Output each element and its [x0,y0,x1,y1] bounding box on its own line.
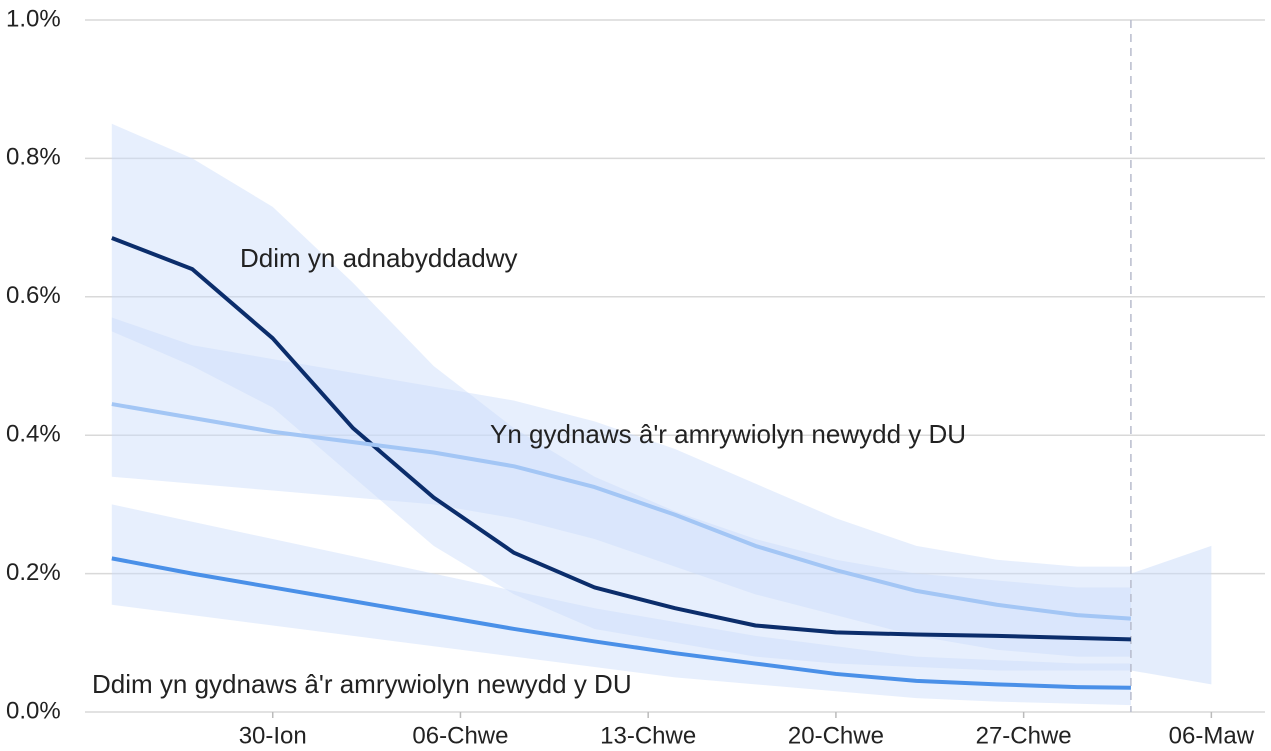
series-line [111,236,1131,642]
confidence-band [111,317,1131,657]
series-line [111,556,1131,690]
confidence-band [111,123,1131,671]
x-tick-label: 13-Chwe [600,722,696,749]
y-tick-label: 0.2% [6,559,61,586]
series-label: Yn gydnaws â'r amrywiolyn newydd y DU [490,419,966,449]
confidence-band [111,504,1131,706]
y-tick-label: 0.4% [6,421,61,448]
series-label: Ddim yn gydnaws â'r amrywiolyn newydd y … [92,669,632,699]
x-tick-label: 06-Chwe [412,722,508,749]
y-tick-label: 1.0% [6,5,61,32]
y-tick-label: 0.0% [6,697,61,724]
x-tick-label: 06-Maw [1169,722,1255,749]
series-line [111,402,1132,621]
projection-band [1130,545,1212,685]
y-tick-label: 0.8% [6,144,61,171]
series-label: Ddim yn adnabyddadwy [240,243,518,273]
x-tick-label: 30-Ion [239,722,307,749]
x-tick-label: 20-Chwe [788,722,884,749]
y-tick-label: 0.6% [6,282,61,309]
x-tick-label: 27-Chwe [976,722,1072,749]
